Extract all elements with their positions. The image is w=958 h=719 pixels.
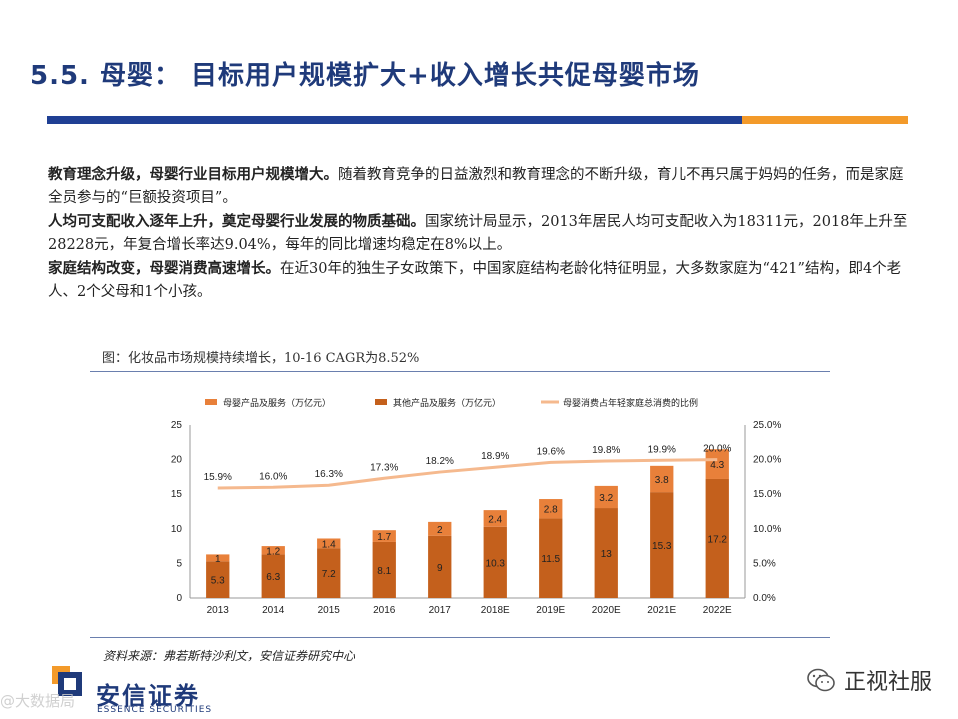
data-label-other: 7.2 bbox=[322, 569, 336, 580]
data-label-ratio: 16.3% bbox=[315, 469, 343, 480]
legend-label: 母婴消费占年轻家庭总消费的比例 bbox=[563, 397, 698, 408]
bar-maternal bbox=[206, 554, 230, 562]
data-label-maternal: 3.8 bbox=[655, 475, 669, 486]
y-tick-label: 5 bbox=[176, 558, 182, 569]
y-tick-label: 25 bbox=[171, 420, 183, 431]
bar-maternal bbox=[372, 530, 396, 542]
bar-other bbox=[428, 535, 452, 598]
bar-maternal bbox=[261, 546, 285, 555]
data-label-maternal: 2.8 bbox=[544, 505, 558, 516]
y-tick-label: 10 bbox=[171, 524, 183, 535]
title-underline-blue bbox=[47, 116, 742, 124]
legend-label: 母婴产品及服务（万亿元） bbox=[223, 397, 331, 408]
stacked-bar-chart: 0 5 10 15 20 25 0.0% 5.0% 10.0% 15.0% 20.0% 25.0% 20… bbox=[171, 397, 782, 616]
wechat-account: 正视社服 bbox=[806, 664, 932, 696]
y2-tick-label: 25.0% bbox=[753, 420, 781, 431]
bar-maternal bbox=[539, 499, 563, 519]
figure-caption: 图：化妆品市场规模持续增长，10-16 CAGR为8.52% bbox=[102, 351, 420, 366]
bar-maternal bbox=[650, 465, 674, 493]
data-label-maternal: 1 bbox=[215, 554, 221, 565]
data-label-ratio: 17.3% bbox=[370, 462, 398, 473]
data-label-other: 17.2 bbox=[708, 534, 728, 545]
figure-top-rule bbox=[90, 371, 830, 372]
x-tick-label: 2017 bbox=[429, 605, 452, 616]
data-label-maternal: 2 bbox=[437, 525, 443, 536]
wechat-icon bbox=[807, 668, 835, 692]
title-underline-orange bbox=[742, 116, 908, 124]
data-label-ratio: 19.9% bbox=[648, 444, 676, 455]
wechat-name: 正视社服 bbox=[843, 670, 932, 695]
legend-swatch bbox=[205, 399, 217, 405]
bar-maternal bbox=[317, 538, 341, 549]
x-tick-label: 2016 bbox=[373, 605, 396, 616]
data-label-ratio: 19.6% bbox=[537, 446, 565, 457]
data-label-other: 10.3 bbox=[486, 558, 506, 569]
bar-other bbox=[372, 541, 396, 598]
data-label-maternal: 1.4 bbox=[322, 539, 336, 550]
legend-swatch bbox=[375, 399, 387, 405]
bar-maternal bbox=[705, 449, 729, 479]
data-label-other: 9 bbox=[437, 563, 443, 574]
data-label-maternal: 1.7 bbox=[377, 532, 391, 543]
paragraph-3: 家庭结构改变，母婴消费高速增长。在近30年的独生子女政策下，中国家庭结构老龄化特… bbox=[48, 260, 902, 300]
data-label-other: 5.3 bbox=[211, 576, 225, 587]
data-label-maternal: 4.3 bbox=[710, 460, 724, 471]
legend-label: 其他产品及服务（万亿元） bbox=[393, 397, 501, 408]
data-label-other: 11.5 bbox=[541, 554, 560, 565]
y2-tick-label: 0.0% bbox=[753, 593, 776, 604]
x-tick-label: 2013 bbox=[207, 605, 230, 616]
logo-cn: 安信证券 bbox=[96, 682, 200, 710]
data-label-ratio: 15.9% bbox=[204, 472, 232, 483]
y2-tick-label: 10.0% bbox=[753, 524, 781, 535]
bar-other bbox=[539, 518, 563, 598]
bar-other bbox=[206, 561, 230, 598]
data-label-ratio: 19.8% bbox=[592, 445, 620, 456]
data-label-maternal: 1.2 bbox=[266, 546, 280, 557]
y-tick-label: 15 bbox=[171, 489, 183, 500]
data-label-maternal: 2.4 bbox=[488, 514, 502, 525]
x-tick-label: 2015 bbox=[318, 605, 341, 616]
y-tick-label: 0 bbox=[176, 593, 182, 604]
figure-bottom-rule bbox=[90, 637, 830, 638]
paragraph-2: 人均可支配收入逐年上升，奠定母婴行业发展的物质基础。国家统计局显示，2013年居… bbox=[48, 213, 908, 253]
y2-tick-label: 15.0% bbox=[753, 489, 781, 500]
x-tick-label: 2014 bbox=[262, 605, 285, 616]
x-tick-label: 2019E bbox=[536, 605, 565, 616]
data-label-other: 13 bbox=[601, 549, 613, 560]
bar-other bbox=[261, 554, 285, 598]
ratio-line bbox=[217, 458, 718, 490]
source-note: 资料来源：弗若斯特沙利文，安信证券研究中心 bbox=[103, 649, 356, 663]
x-tick-label: 2022E bbox=[703, 605, 732, 616]
bar-maternal bbox=[428, 521, 452, 536]
watermark: @大数据局 bbox=[0, 692, 76, 710]
data-label-maternal: 3.2 bbox=[599, 493, 613, 504]
bar-other bbox=[317, 548, 341, 598]
body-text: 教育理念升级，母婴行业目标用户规模增大。随着教育竞争的日益激烈和教育理念的不断升… bbox=[48, 163, 908, 304]
bar-other bbox=[483, 526, 507, 598]
page-title: 5.5. 母婴： 目标用户规模扩大+收入增长共促母婴市场 bbox=[30, 61, 700, 91]
bar-other bbox=[650, 492, 674, 598]
paragraph-1: 教育理念升级，母婴行业目标用户规模增大。随着教育竞争的日益激烈和教育理念的不断升… bbox=[48, 166, 904, 206]
x-tick-label: 2020E bbox=[592, 605, 621, 616]
bar-maternal bbox=[594, 485, 618, 509]
y-tick-label: 20 bbox=[171, 455, 183, 466]
bar-other bbox=[594, 508, 618, 598]
y2-tick-label: 5.0% bbox=[753, 558, 776, 569]
data-label-ratio: 18.9% bbox=[481, 451, 509, 462]
data-label-other: 6.3 bbox=[266, 572, 280, 583]
essence-logo-icon bbox=[52, 666, 82, 696]
data-label-ratio: 20.0% bbox=[703, 444, 731, 455]
y2-tick-label: 20.0% bbox=[753, 455, 781, 466]
x-tick-label: 2018E bbox=[481, 605, 510, 616]
logo-en: ESSENCE SECURITIES bbox=[97, 705, 213, 715]
bar-maternal bbox=[483, 510, 507, 527]
data-label-ratio: 18.2% bbox=[426, 456, 454, 467]
data-label-other: 8.1 bbox=[377, 566, 391, 577]
x-tick-label: 2021E bbox=[647, 605, 676, 616]
bar-other bbox=[705, 478, 729, 598]
data-label-other: 15.3 bbox=[652, 541, 672, 552]
data-label-ratio: 16.0% bbox=[259, 471, 287, 482]
